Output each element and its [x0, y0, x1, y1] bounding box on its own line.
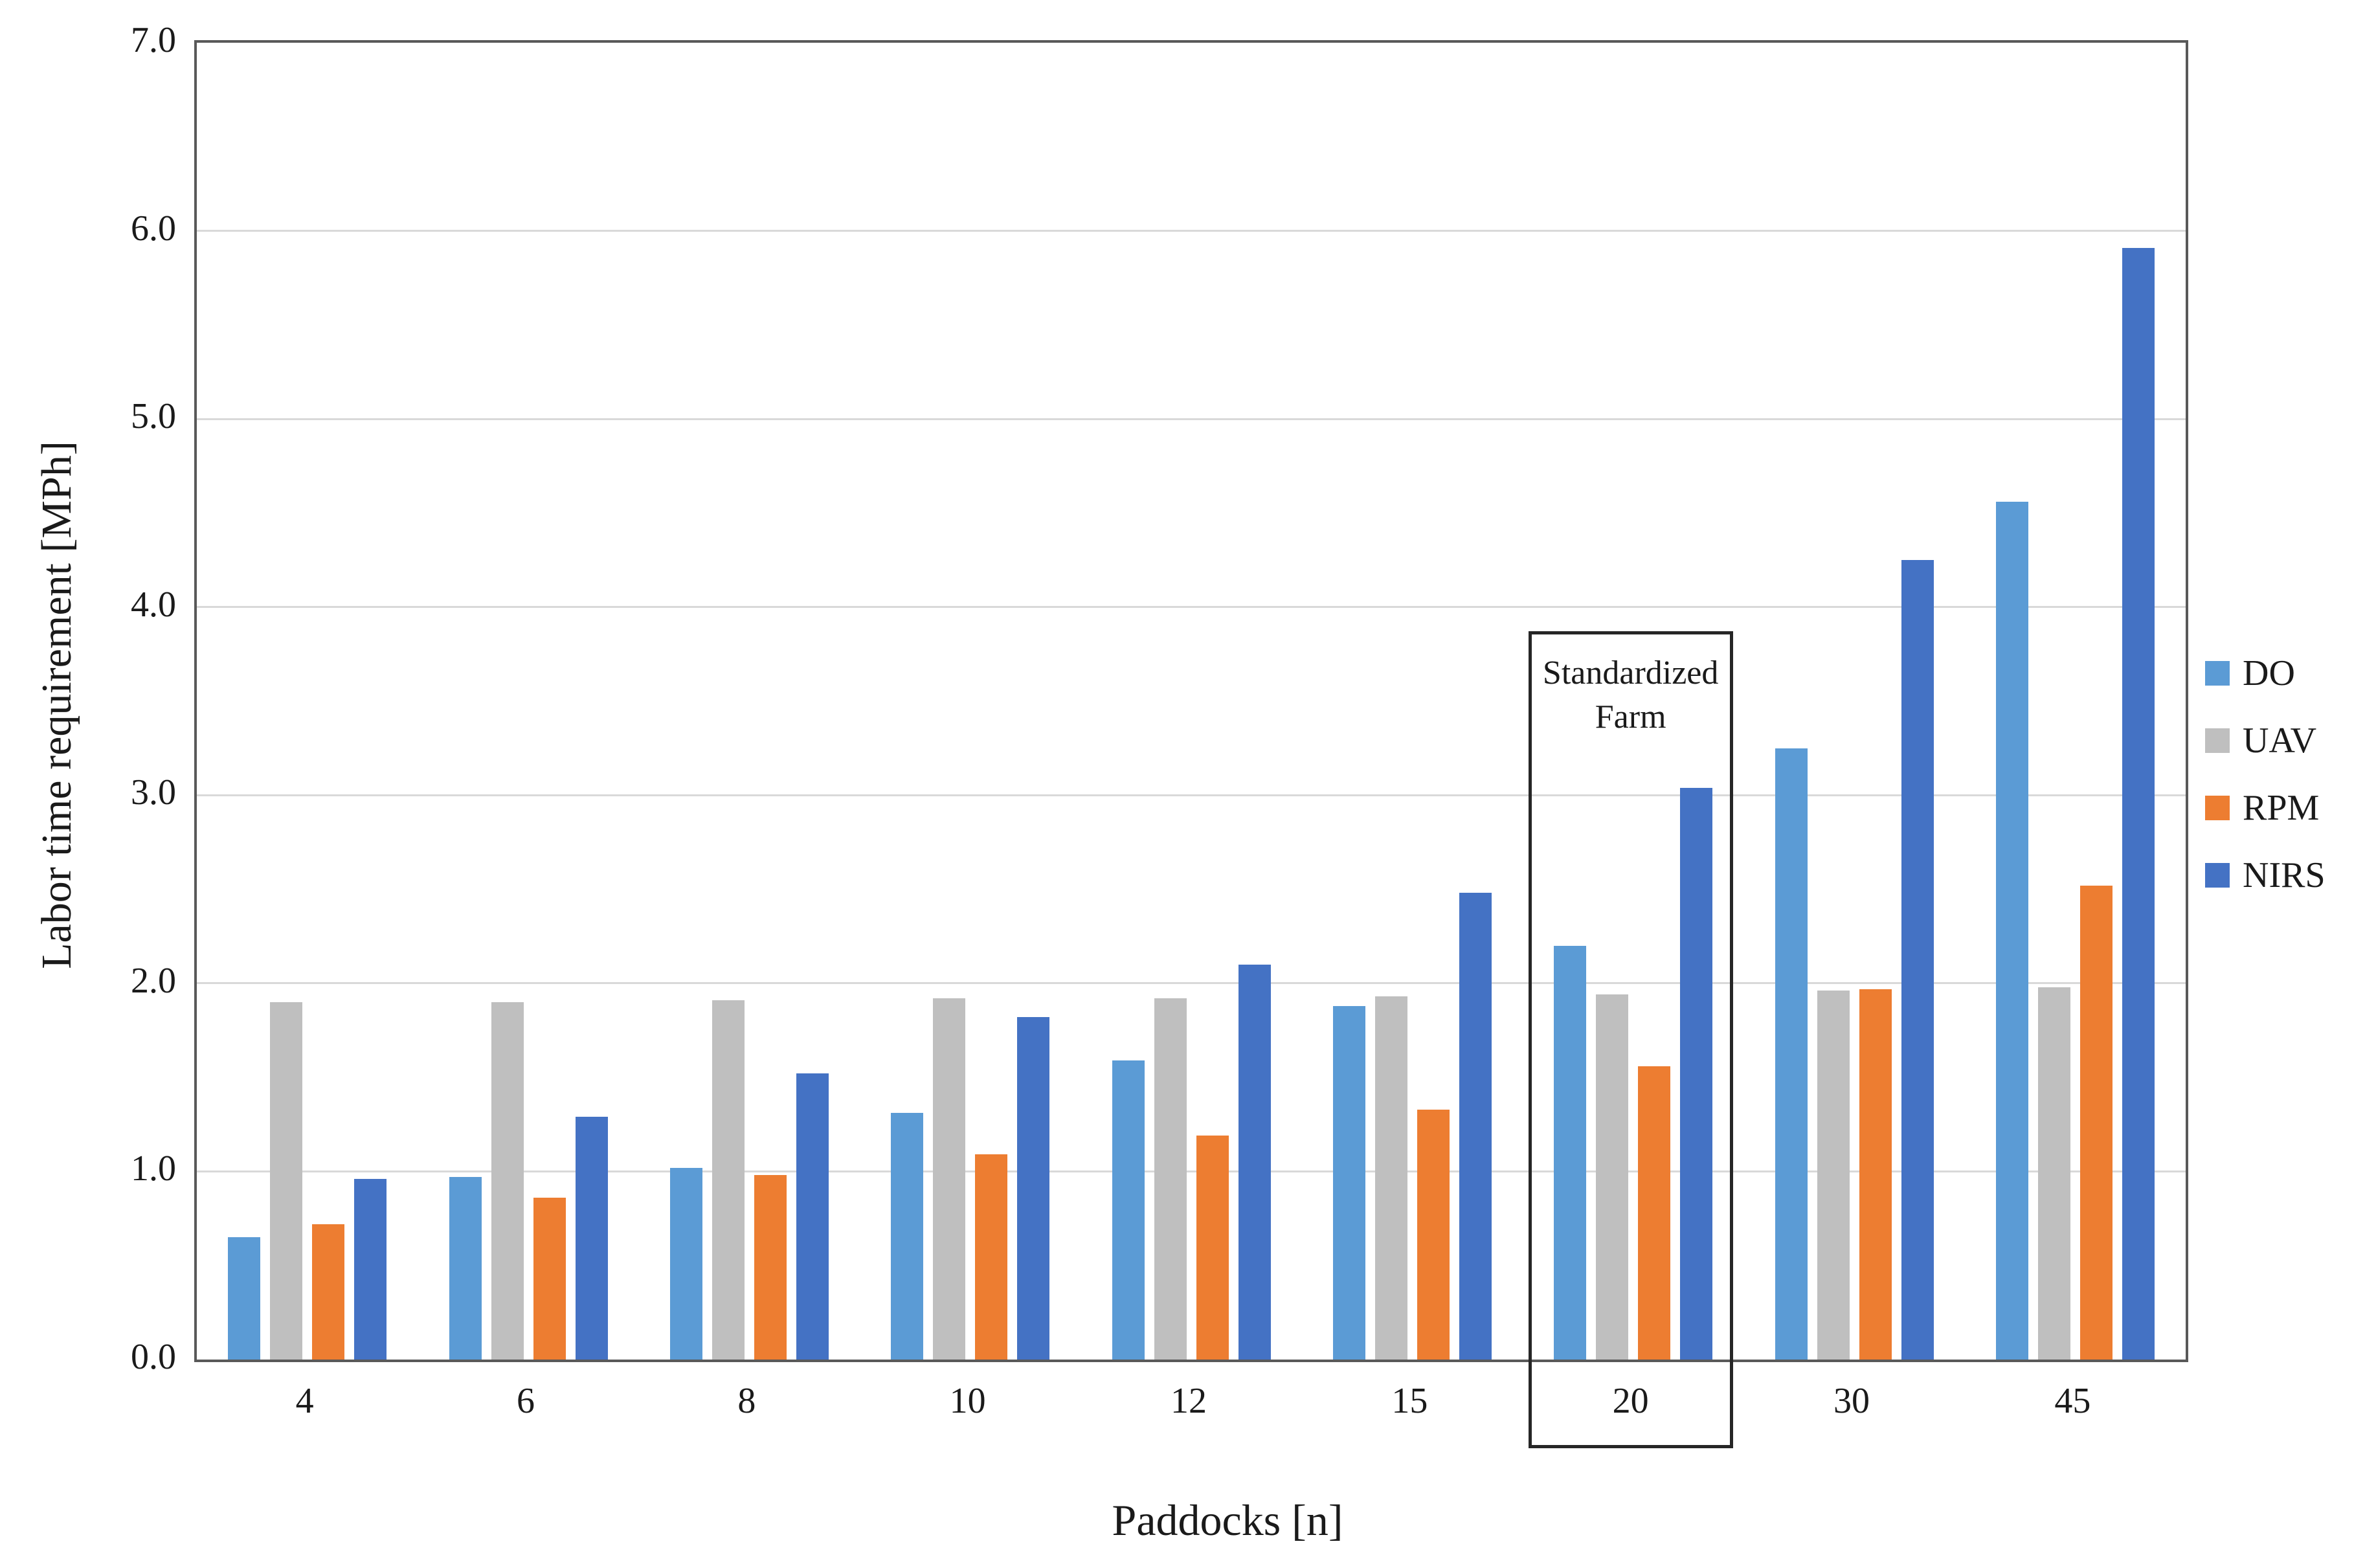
bar-do-6 — [449, 1177, 482, 1360]
legend-entry-rpm: RPM — [2205, 789, 2326, 827]
standardized-farm-label-line: Standardized — [1542, 655, 1719, 691]
legend-entry-do: DO — [2205, 654, 2326, 693]
legend-entry-nirs: NIRS — [2205, 856, 2326, 895]
gridline — [197, 794, 2186, 796]
x-tick-8: 8 — [737, 1381, 756, 1421]
x-tick-30: 30 — [1833, 1381, 1870, 1421]
bar-do-8 — [669, 1167, 702, 1360]
bar-uav-30 — [1817, 991, 1850, 1360]
y-tick-0.0: 0.0 — [131, 1337, 176, 1377]
legend-swatch-nirs — [2205, 863, 2230, 888]
bar-rpm-10 — [975, 1154, 1008, 1360]
bar-uav-20 — [1596, 994, 1629, 1360]
legend: DO UAV RPM NIRS — [2205, 654, 2326, 923]
bar-nirs-10 — [1017, 1017, 1050, 1360]
plot-area — [194, 40, 2188, 1362]
legend-swatch-do — [2205, 661, 2230, 686]
bar-nirs-8 — [796, 1073, 829, 1360]
bar-nirs-30 — [1901, 560, 1934, 1360]
bar-do-15 — [1332, 1005, 1365, 1360]
y-tick-5.0: 5.0 — [131, 396, 176, 437]
bar-uav-4 — [270, 1002, 303, 1360]
legend-label-do: DO — [2243, 653, 2295, 693]
bar-nirs-15 — [1459, 893, 1492, 1360]
x-tick-4: 4 — [295, 1381, 314, 1421]
bar-nirs-45 — [2122, 247, 2155, 1360]
bar-uav-6 — [491, 1002, 524, 1360]
y-tick-2.0: 2.0 — [131, 960, 176, 1001]
bar-rpm-20 — [1638, 1066, 1671, 1360]
x-tick-10: 10 — [949, 1381, 986, 1421]
bar-rpm-4 — [312, 1224, 345, 1360]
gridline — [197, 230, 2186, 232]
y-tick-6.0: 6.0 — [131, 208, 176, 249]
gridline — [197, 982, 2186, 985]
x-tick-15: 15 — [1391, 1381, 1428, 1421]
bar-rpm-6 — [533, 1198, 566, 1360]
bar-do-4 — [228, 1237, 261, 1360]
bar-uav-8 — [712, 1000, 745, 1360]
bar-nirs-4 — [354, 1179, 387, 1360]
y-tick-4.0: 4.0 — [131, 584, 176, 625]
bar-do-20 — [1554, 945, 1587, 1360]
bar-do-45 — [1995, 502, 2028, 1360]
x-tick-6: 6 — [517, 1381, 535, 1421]
bar-rpm-30 — [1859, 989, 1892, 1360]
legend-label-nirs: NIRS — [2243, 855, 2326, 895]
bar-uav-12 — [1154, 998, 1187, 1360]
bar-nirs-20 — [1680, 787, 1713, 1360]
y-tick-3.0: 3.0 — [131, 772, 176, 813]
bar-do-30 — [1775, 748, 1808, 1360]
y-tick-1.0: 1.0 — [131, 1148, 176, 1189]
standardized-farm-box: Standardized Farm — [1528, 631, 1733, 1448]
standardized-farm-label-line: Farm — [1595, 699, 1666, 735]
legend-entry-uav: UAV — [2205, 721, 2326, 760]
bar-do-10 — [891, 1113, 924, 1360]
bar-do-12 — [1112, 1060, 1145, 1360]
bar-rpm-45 — [2079, 885, 2113, 1360]
gridline — [197, 606, 2186, 609]
legend-label-rpm: RPM — [2243, 788, 2320, 828]
x-axis-title: Paddocks [n] — [1112, 1495, 1343, 1545]
bar-nirs-6 — [575, 1117, 608, 1360]
legend-label-uav: UAV — [2243, 721, 2317, 761]
legend-swatch-uav — [2205, 728, 2230, 753]
bar-rpm-15 — [1417, 1109, 1450, 1360]
x-tick-45: 45 — [2054, 1381, 2091, 1421]
x-tick-12: 12 — [1171, 1381, 1207, 1421]
y-tick-7.0: 7.0 — [131, 20, 176, 60]
bar-rpm-8 — [754, 1175, 787, 1360]
bar-uav-15 — [1374, 996, 1407, 1360]
bar-uav-45 — [2037, 987, 2070, 1360]
bar-rpm-12 — [1196, 1136, 1229, 1360]
gridline — [197, 418, 2186, 420]
legend-swatch-rpm — [2205, 796, 2230, 820]
bar-uav-10 — [933, 998, 966, 1360]
gridline — [197, 1170, 2186, 1172]
y-axis-title: Labor time requirement [MPh] — [33, 441, 80, 969]
standardized-farm-label: Standardized Farm — [1532, 651, 1730, 739]
bar-nirs-12 — [1238, 964, 1271, 1360]
x-tick-20: 20 — [1612, 1381, 1649, 1421]
